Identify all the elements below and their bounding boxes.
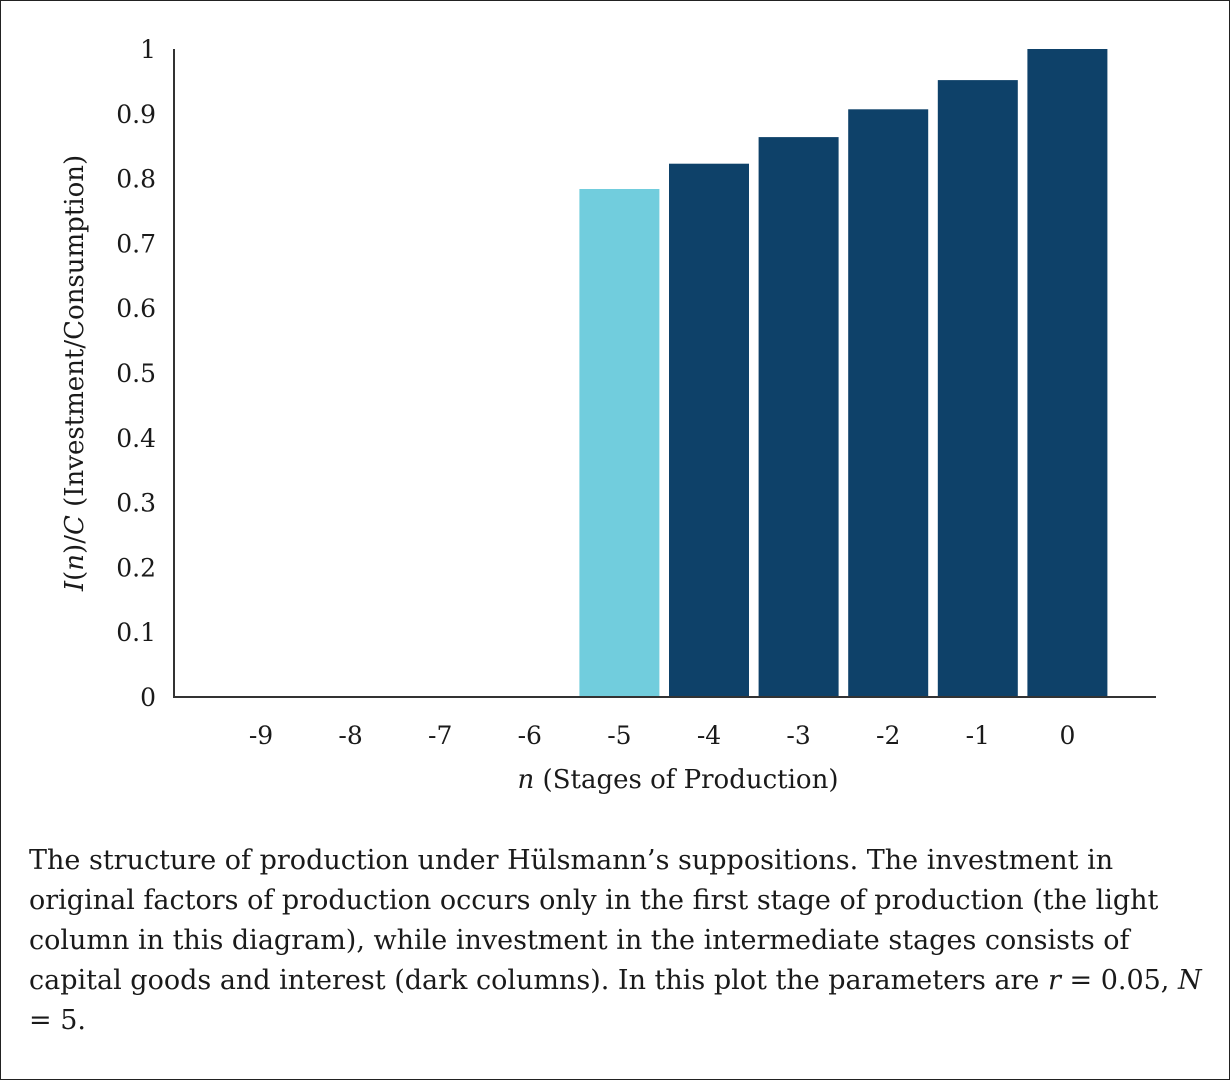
y-tick-label: 0.3 [116, 489, 156, 518]
x-tick-label: -3 [786, 721, 810, 750]
bar-stage--3 [758, 137, 839, 698]
figure-caption: The structure of production under Hülsma… [29, 841, 1209, 1041]
caption-r-value: = 0.05, [1060, 965, 1178, 996]
y-tick-label: 0.1 [116, 618, 156, 647]
y-tick-label: 0.4 [116, 424, 156, 453]
x-axis-title: n (Stages of Production) [518, 765, 839, 795]
x-tick-label: -8 [338, 721, 362, 750]
y-tick-label: 0.2 [116, 553, 156, 582]
bars-group [579, 49, 1108, 698]
caption-text: The structure of production under Hülsma… [29, 845, 1159, 996]
caption-n-value: = 5. [29, 1005, 86, 1036]
bar-stage--4 [669, 163, 749, 697]
x-tick-label: -6 [518, 721, 542, 750]
bar-stage--5 [579, 189, 660, 697]
y-tick-label: 0.7 [116, 229, 156, 258]
x-tick-label: -9 [249, 721, 273, 750]
x-tick-labels: -9 -8 -7 -6 -5 -4 -3 -2 -1 0 [249, 721, 1076, 750]
bar-stage-0 [1027, 49, 1108, 697]
x-tick-label: -2 [876, 721, 900, 750]
y-axis-title: I(n)/C (Investment/Consumption) [60, 155, 90, 592]
caption-n-variable: N [1177, 965, 1202, 996]
x-tick-label: -1 [966, 721, 990, 750]
y-tick-label: 0.9 [116, 100, 156, 129]
x-tick-label: -7 [428, 721, 452, 750]
x-tick-label: -4 [697, 721, 721, 750]
y-tick-labels: 0 0.1 0.2 0.3 0.4 0.5 0.6 0.7 0.8 0.9 1 [116, 35, 156, 712]
caption-r-variable: r [1047, 965, 1061, 996]
y-tick-label: 0 [140, 683, 156, 712]
y-tick-label: 0.5 [116, 359, 156, 388]
y-tick-label: 1 [140, 35, 156, 64]
y-tick-label: 0.8 [116, 165, 156, 194]
y-tick-label: 0.6 [116, 294, 156, 323]
bar-stage--1 [937, 80, 1018, 698]
bar-stage--2 [848, 109, 929, 698]
x-tick-label: -5 [607, 721, 631, 750]
bar-chart: 0 0.1 0.2 0.3 0.4 0.5 0.6 0.7 0.8 0.9 1 -9 -8 -7 -6 -5… [60, 35, 1156, 795]
x-tick-label: 0 [1059, 721, 1075, 750]
